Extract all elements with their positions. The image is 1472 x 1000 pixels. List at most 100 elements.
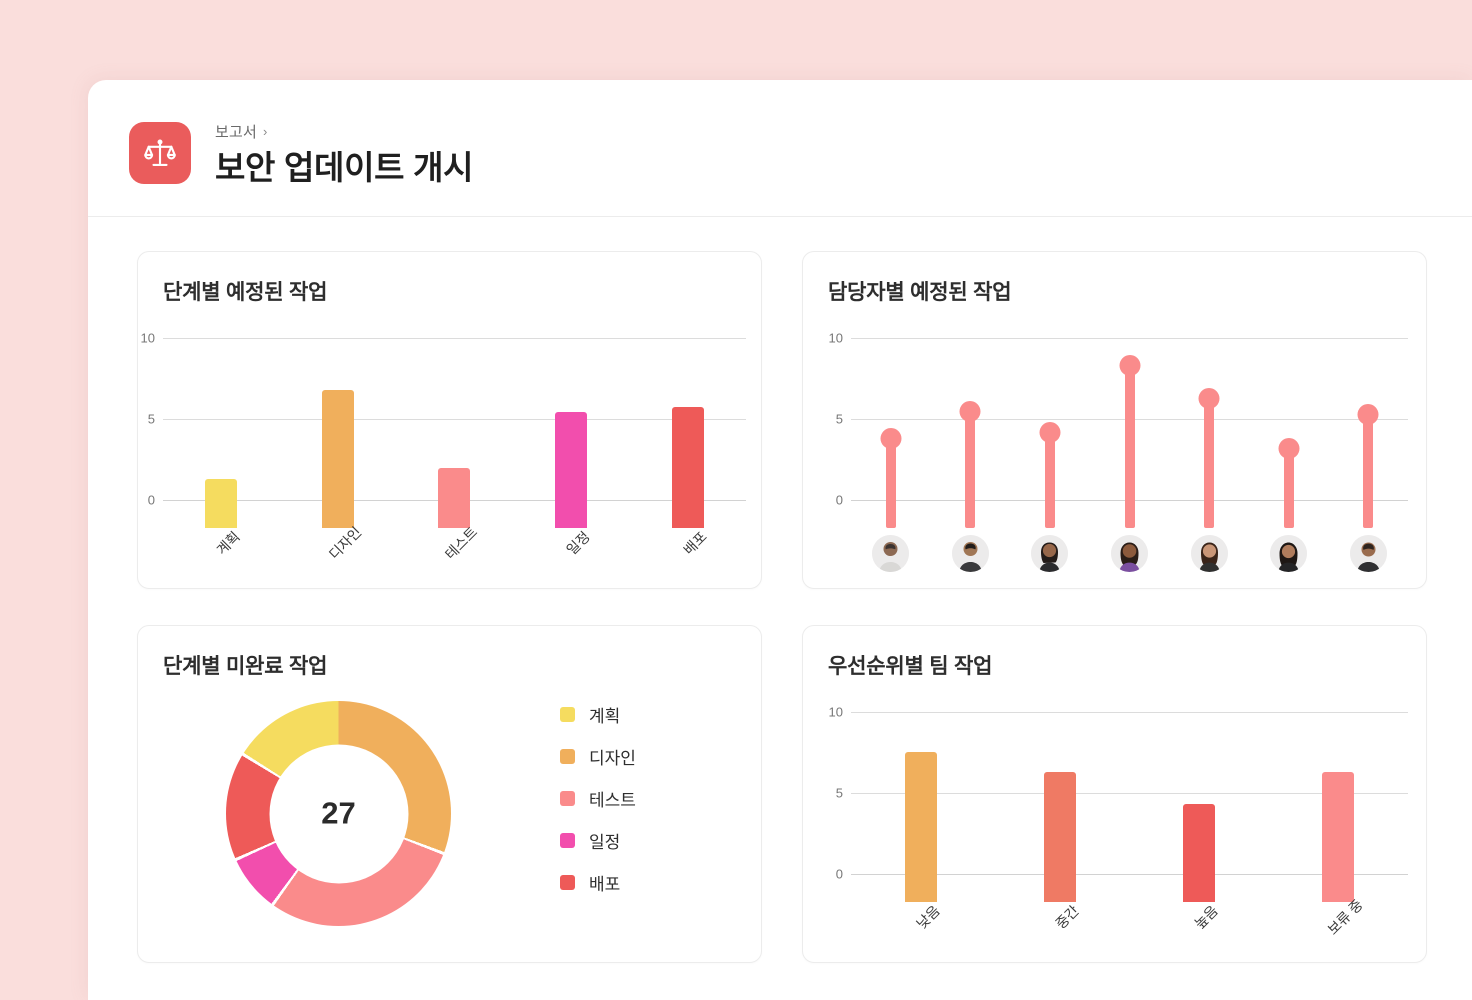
charts-grid: 단계별 예정된 작업 10 5 0 — [88, 217, 1472, 963]
header-text-block: 보고서 › 보안 업데이트 개시 — [215, 121, 474, 190]
donut-hole: 27 — [269, 744, 408, 883]
breadcrumb[interactable]: 보고서 › — [215, 121, 473, 141]
xlabel-slot: 낮음 — [851, 902, 990, 962]
bar-배포[interactable] — [671, 407, 704, 528]
axis-baseline — [851, 874, 1408, 875]
avatar[interactable] — [1111, 535, 1149, 572]
avatar-slot[interactable] — [1169, 535, 1249, 578]
ytick-10: 10 — [828, 704, 843, 720]
legend-item[interactable]: 배포 — [560, 872, 636, 894]
assignee-avatars — [851, 528, 1408, 578]
lollipop-head[interactable] — [1119, 355, 1141, 376]
legend-item[interactable]: 디자인 — [560, 746, 636, 768]
lollipop-slot[interactable] — [1090, 355, 1170, 528]
lollipop-slot[interactable] — [851, 365, 931, 528]
lollipop-stem[interactable] — [1278, 438, 1300, 528]
donut-ring[interactable]: 27 — [226, 701, 451, 926]
lollipop-slot[interactable] — [1328, 365, 1408, 528]
legend-item[interactable]: 계획 — [560, 704, 636, 726]
lollipop-head[interactable] — [880, 428, 902, 450]
lollipop-slot[interactable] — [1010, 365, 1090, 528]
avatar[interactable] — [951, 535, 989, 572]
page-header: 보고서 › 보안 업데이트 개시 — [88, 80, 1472, 217]
lollipop-slot[interactable] — [1169, 365, 1249, 528]
legend-item[interactable]: 일정 — [560, 830, 636, 852]
bar-slot[interactable] — [1269, 739, 1408, 902]
lollipop-stem[interactable] — [880, 428, 902, 528]
lollipop-stem[interactable] — [1198, 387, 1220, 528]
bar-slot[interactable] — [990, 739, 1129, 902]
lollipop-head[interactable] — [1039, 421, 1061, 443]
bar-slot[interactable] — [851, 739, 990, 902]
donut-chart: 27 — [226, 701, 451, 926]
avatar-slot[interactable] — [1090, 535, 1170, 578]
lollipop-slot[interactable] — [1249, 365, 1329, 528]
xtick-label: 중간 — [1052, 902, 1082, 932]
card-title: 담당자별 예정된 작업 — [828, 281, 1012, 304]
gridline-10 — [851, 712, 1408, 713]
lollipop-stem[interactable] — [1039, 421, 1061, 528]
bar-series — [163, 365, 746, 528]
lollipop-head[interactable] — [1357, 403, 1379, 425]
lollipop-stem[interactable] — [1357, 403, 1379, 528]
ytick-5: 5 — [835, 411, 843, 427]
avatar[interactable] — [872, 535, 910, 572]
lollipop-series — [851, 355, 1408, 528]
bar-낮음[interactable] — [904, 752, 937, 902]
bar-높음[interactable] — [1183, 804, 1216, 902]
xlabel-slot: 계획 — [163, 528, 280, 588]
xlabel-slot: 보류 중 — [1269, 896, 1408, 962]
xlabel-slot: 배포 — [629, 528, 746, 588]
xtick-label: 계획 — [213, 528, 244, 558]
bar-slot[interactable] — [629, 365, 746, 528]
legend-label: 테스트 — [589, 790, 636, 810]
avatar[interactable] — [1190, 535, 1228, 572]
ytick-5: 5 — [147, 411, 155, 427]
legend-swatch-icon — [560, 832, 575, 848]
avatar-slot[interactable] — [1249, 535, 1329, 578]
bar-slot[interactable] — [1130, 739, 1269, 902]
avatar-slot[interactable] — [1010, 535, 1090, 578]
legend-label: 계획 — [589, 706, 621, 726]
bar-plot-tasks-by-stage: 10 5 0 계획 디자인 테스트 일정 — [141, 331, 746, 562]
breadcrumb-item-reports[interactable]: 보고서 — [215, 123, 258, 141]
xtick-label: 보류 중 — [1324, 896, 1367, 938]
gridline-10 — [163, 338, 746, 339]
legend-label: 배포 — [589, 874, 621, 894]
xlabel-slot: 일정 — [513, 528, 630, 588]
avatar-slot[interactable] — [1328, 535, 1408, 578]
bar-디자인[interactable] — [321, 389, 354, 528]
scales-balance-icon — [129, 122, 191, 184]
lollipop-slot[interactable] — [931, 365, 1011, 528]
ytick-0: 0 — [147, 492, 155, 508]
legend-item[interactable]: 테스트 — [560, 788, 636, 810]
bar-일정[interactable] — [555, 412, 588, 528]
bar-slot[interactable] — [163, 365, 280, 528]
bar-보류중[interactable] — [1322, 771, 1355, 902]
avatar[interactable] — [1349, 535, 1387, 572]
avatar[interactable] — [1031, 535, 1069, 572]
lollipop-head[interactable] — [959, 400, 981, 422]
bar-계획[interactable] — [205, 479, 238, 528]
bar-테스트[interactable] — [438, 467, 471, 528]
bar-slot[interactable] — [513, 365, 630, 528]
legend-swatch-icon — [560, 874, 575, 890]
avatar-slot[interactable] — [931, 535, 1011, 578]
xtick-label: 낮음 — [912, 902, 943, 932]
bar-중간[interactable] — [1043, 771, 1076, 902]
avatar[interactable] — [1270, 535, 1308, 572]
xtick-label: 높음 — [1191, 902, 1221, 932]
lollipop-plot-tasks-by-assignee: 10 5 0 — [829, 331, 1408, 572]
card-tasks-by-assignee: 담당자별 예정된 작업 10 5 0 — [802, 251, 1427, 589]
lollipop-stem[interactable] — [1119, 355, 1141, 528]
bar-slot[interactable] — [396, 365, 513, 528]
lollipop-head[interactable] — [1278, 438, 1300, 460]
chevron-right-icon: › — [263, 123, 268, 139]
avatar-slot[interactable] — [851, 535, 931, 578]
bar-slot[interactable] — [280, 365, 397, 528]
lollipop-head[interactable] — [1198, 387, 1220, 409]
lollipop-stem[interactable] — [959, 400, 981, 528]
xlabel-slot: 중간 — [990, 902, 1129, 962]
bar-series — [851, 739, 1408, 902]
card-incomplete-tasks-by-stage: 단계별 미완료 작업 27 계획 디자인 — [137, 625, 762, 963]
